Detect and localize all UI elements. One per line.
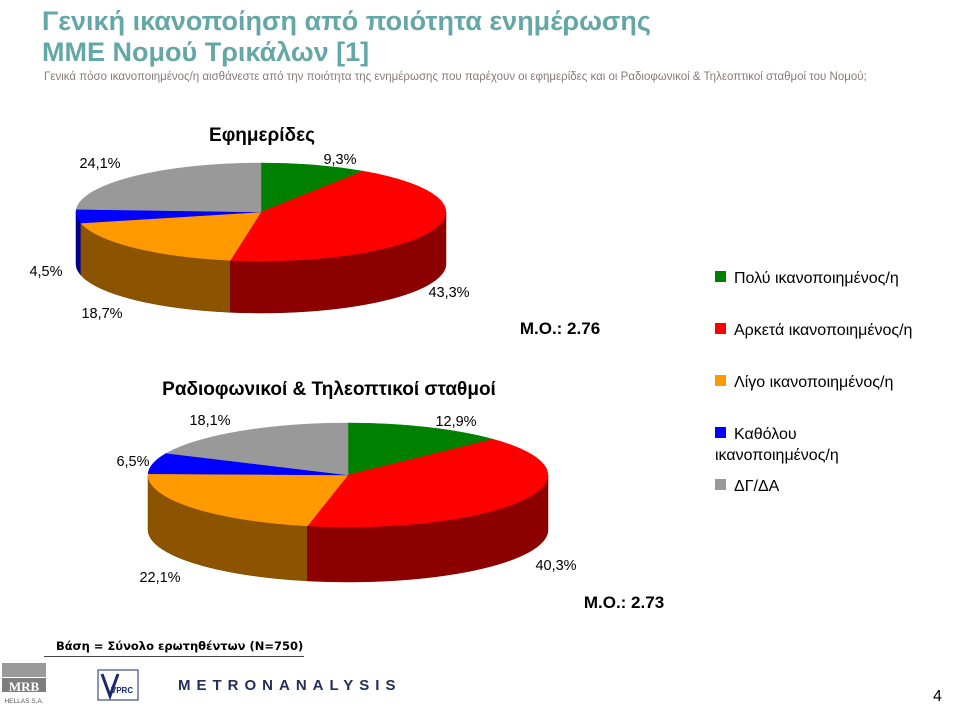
pie-slice xyxy=(75,162,262,213)
mean-score: Μ.Ο.: 2.76 xyxy=(520,319,600,338)
pie-data-label: 4,5% xyxy=(29,264,62,280)
page-number: 4 xyxy=(933,688,942,705)
legend-swatch xyxy=(715,427,726,438)
pie-data-label: 40,3% xyxy=(535,558,576,574)
legend-swatch xyxy=(715,271,726,282)
pie-slice xyxy=(229,170,447,262)
base-note-box xyxy=(44,636,304,657)
pie-data-label: 43,3% xyxy=(428,285,469,301)
pie-chart-1: Εφημερίδες 9,3% 43,3% 18,7% 4,5% 24,1% Μ.Ο.: 2… xyxy=(29,125,600,338)
pie-chart-title: Εφημερίδες xyxy=(209,125,315,146)
pie-slice xyxy=(347,422,495,476)
legend-swatch xyxy=(715,479,726,490)
pie-slice xyxy=(260,162,365,213)
legend-item: ΔΓ/ΔΑ xyxy=(715,476,779,497)
pie-data-label: 22,1% xyxy=(139,570,180,586)
pie-data-label: 6,5% xyxy=(116,454,149,470)
pie-data-label: 9,3% xyxy=(323,152,356,168)
title-line-2: ΜΜΕ Νομού Τρικάλων [1] xyxy=(42,37,370,67)
legend-swatch xyxy=(715,323,726,334)
pie-data-label: 12,9% xyxy=(435,414,476,430)
legend-label: ΔΓ/ΔΑ xyxy=(734,478,780,495)
legend-item: Πολύ ικανοποιημένος/η xyxy=(715,268,899,289)
vprc-logo: VPRC xyxy=(97,669,139,701)
question-text: Γενικά πόσο ικανοποιημένος/η αισθάνεστε … xyxy=(44,71,867,83)
legend-label: Καθόλου ικανοποιημένος/η xyxy=(715,426,839,464)
vprc-logo-text: VPRC xyxy=(111,686,133,695)
mrb-logo-text: MRB xyxy=(9,679,40,694)
pie-data-label: 24,1% xyxy=(79,156,120,172)
pie-chart-2: Ραδιοφωνικοί & Τηλεοπτικοί σταθμοί 12,9% 4… xyxy=(116,379,664,612)
legend-item: Καθόλου ικανοποιημένος/η xyxy=(715,424,885,466)
legend-label: Πολύ ικανοποιημένος/η xyxy=(734,270,899,287)
metron-analysis-logo: METRONANALYSIS xyxy=(178,677,402,694)
mrb-logo: MRB HELLAS S.A. xyxy=(2,663,46,705)
base-note: Βάση = Σύνολο ερωτηθέντων (Ν=750) xyxy=(56,639,304,653)
pie-data-label: 18,7% xyxy=(81,306,122,322)
mean-score: Μ.Ο.: 2.73 xyxy=(584,593,664,612)
legend-item: Αρκετά ικανοποιημένος/η xyxy=(715,320,912,341)
legend-label: Λίγο ικανοποιημένος/η xyxy=(734,374,894,391)
pie-slice xyxy=(80,211,262,261)
pie-chart-title: Ραδιοφωνικοί & Τηλεοπτικοί σταθμοί xyxy=(162,379,496,400)
legend-swatch xyxy=(715,375,726,386)
mrb-logo-sub: HELLAS S.A. xyxy=(4,698,43,705)
legend-item: Λίγο ικανοποιημένος/η xyxy=(715,372,893,393)
pie-data-label: 18,1% xyxy=(189,413,230,429)
pie-slice xyxy=(306,438,549,528)
legend-label: Αρκετά ικανοποιημένος/η xyxy=(734,322,913,339)
title-line-1: Γενική ικανοποίηση από ποιότητα ενημέρωσ… xyxy=(42,6,651,36)
page-title: Γενική ικανοποίηση από ποιότητα ενημέρωσ… xyxy=(42,6,651,68)
pie-slice xyxy=(165,422,349,476)
pie-slice xyxy=(147,473,349,527)
